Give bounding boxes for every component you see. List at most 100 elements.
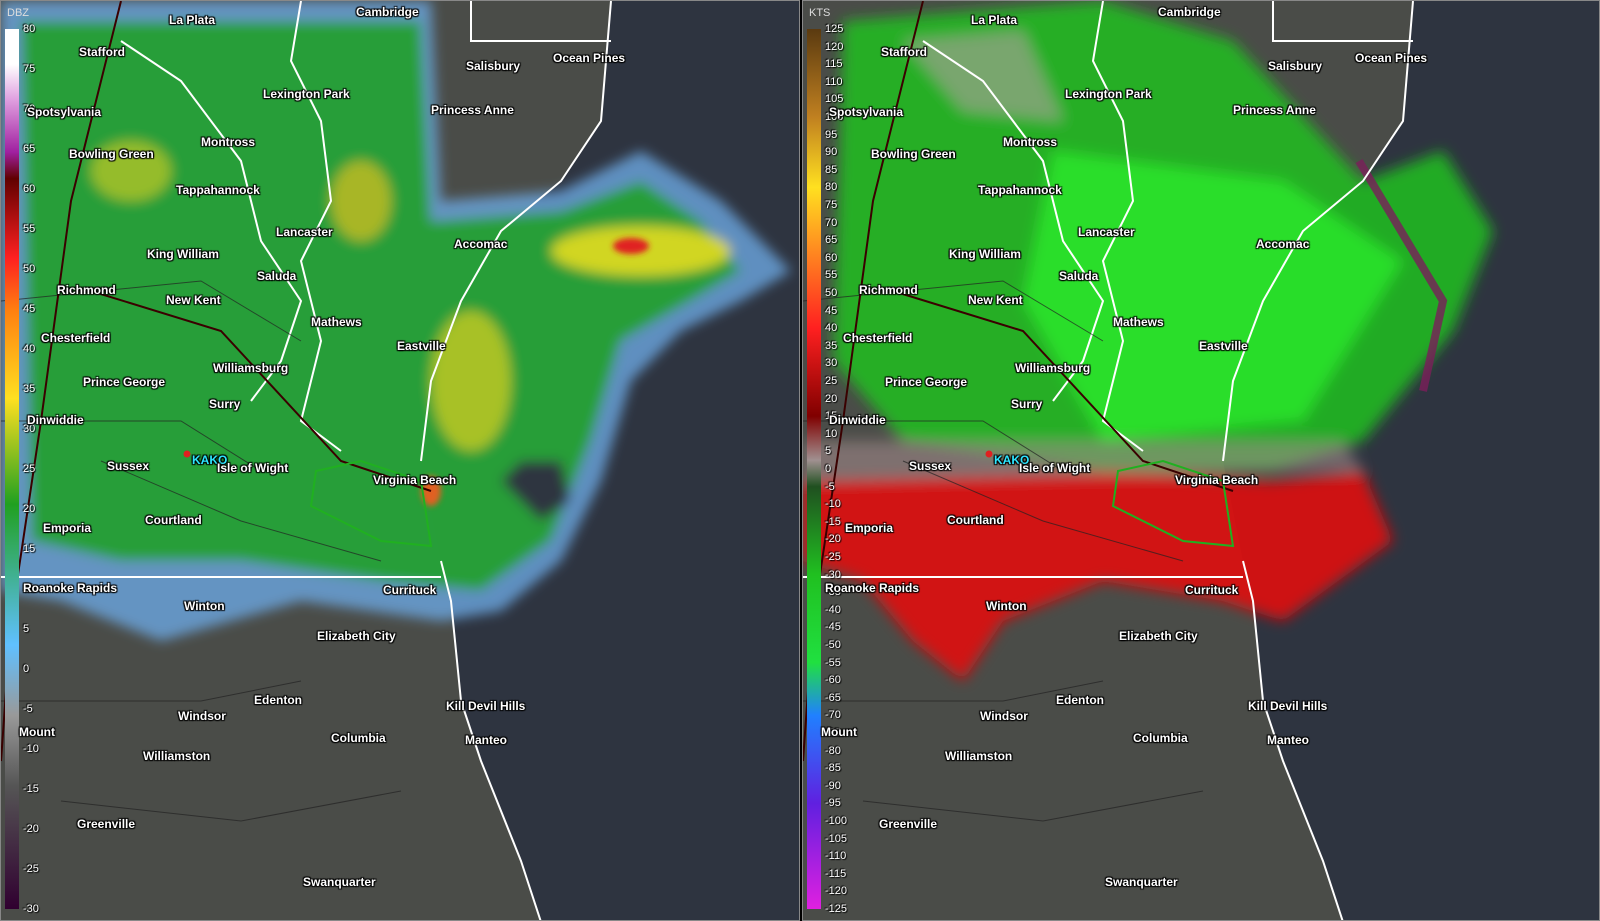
city-label: Tappahannock: [978, 183, 1062, 197]
city-label: Elizabeth City: [317, 629, 396, 643]
scale-tick-label: 10: [825, 427, 838, 440]
city-label: Elizabeth City: [1119, 629, 1198, 643]
city-label: Swanquarter: [1105, 875, 1178, 889]
city-label: King William: [147, 247, 219, 261]
city-label: Columbia: [331, 731, 386, 745]
scale-tick-label: -105: [825, 832, 848, 845]
scale-tick-label: -35: [825, 586, 841, 599]
city-label: Mount: [19, 725, 55, 739]
scale-tick-label: -115: [825, 867, 847, 880]
scale-tick-label: -15: [23, 783, 39, 795]
scale-tick-label: 5: [825, 445, 832, 458]
scale-tick-label: -85: [825, 762, 841, 775]
city-label: Greenville: [77, 817, 136, 831]
city-label: Virginia Beach: [1175, 473, 1259, 487]
city-label: Prince George: [885, 375, 968, 389]
city-label: Accomac: [454, 237, 508, 251]
scale-tick-label: -120: [825, 885, 848, 898]
radar-site-marker: [985, 450, 993, 458]
scale-tick-label: -25: [23, 863, 39, 875]
city-label: Ocean Pines: [1355, 51, 1428, 65]
city-label: Salisbury: [1268, 59, 1323, 73]
city-label: Bowling Green: [871, 147, 956, 161]
scale-tick-label: -20: [825, 533, 841, 546]
scale-tick-label: -80: [825, 744, 841, 757]
scale-tick-label: 60: [825, 251, 838, 264]
scale-tick-label: 90: [825, 146, 838, 159]
city-label: Roanoke Rapids: [825, 581, 920, 595]
city-label: Chesterfield: [41, 331, 111, 345]
city-label: Bowling Green: [69, 147, 154, 161]
scale-tick-label: 45: [825, 304, 838, 317]
city-label: Swanquarter: [303, 875, 376, 889]
city-label: Manteo: [1267, 733, 1309, 747]
reflectivity-panel[interactable]: DBZ 80 75 70 65 60 55 50 45 40 35 30 25 20 15 10 5 0 -5 -1…: [0, 0, 800, 921]
city-label: New Kent: [968, 293, 1023, 307]
scale-tick-label: 95: [825, 128, 838, 141]
scale-tick-label: 85: [825, 163, 838, 176]
scale-tick-label: 75: [23, 63, 36, 75]
scale-tick-label: 75: [825, 199, 838, 211]
scale-tick-label: 55: [23, 223, 36, 235]
city-label: Saluda: [257, 269, 297, 283]
city-label: Stafford: [881, 45, 927, 59]
scale-tick-label: -65: [825, 691, 841, 704]
scale-tick-label: -95: [825, 797, 841, 810]
reflectivity-scale: [5, 29, 19, 909]
inbound-strong: [1023, 151, 1403, 441]
city-label: Montross: [201, 135, 255, 149]
city-label: Mathews: [1113, 315, 1164, 329]
scale-tick-label: -110: [825, 850, 847, 863]
city-label: Spotsylvania: [829, 105, 904, 119]
county-lines: [803, 280, 1204, 822]
scale-tick-label: -60: [825, 674, 841, 687]
scale-tick-label: 20: [825, 392, 838, 405]
city-label: Eastville: [1199, 339, 1248, 353]
velocity-panel[interactable]: KTS 125 120 115 110 105 100 95 90 85 80 75 70 65 60 55…: [802, 0, 1600, 921]
scale-tick-label: 80: [23, 23, 36, 35]
scale-tick-label: -70: [825, 709, 841, 722]
state-boundaries: [803, 1, 1414, 920]
echo-mid: [21, 21, 741, 591]
city-label: Isle of Wight: [217, 461, 289, 475]
city-label: Surry: [1011, 397, 1043, 411]
city-label: Isle of Wight: [1019, 461, 1091, 475]
scale-tick-label: 25: [23, 463, 36, 475]
city-label: Kill Devil Hills: [1248, 699, 1328, 713]
scale-tick-label: 20: [23, 503, 36, 515]
city-label: Dinwiddie: [829, 413, 886, 427]
city-label: King William: [949, 247, 1021, 261]
velocity-units: KTS: [809, 7, 831, 19]
city-label: Eastville: [397, 339, 446, 353]
warning-polygon: [309, 459, 433, 548]
scale-tick-label: 120: [825, 40, 844, 53]
scale-tick-label: -10: [23, 743, 39, 755]
city-label: Cambridge: [1158, 5, 1221, 19]
scale-tick-label: 15: [23, 543, 36, 555]
scale-tick-label: -30: [23, 903, 39, 915]
scale-tick-label: 40: [23, 343, 36, 355]
city-label: Lexington Park: [263, 87, 350, 101]
city-label: Williamston: [945, 749, 1013, 763]
city-label: Windsor: [178, 709, 226, 723]
scale-tick-label: -55: [825, 656, 841, 669]
scale-tick-label: -40: [825, 603, 841, 616]
scale-tick-label: -50: [825, 639, 841, 651]
scale-tick-label: 125: [825, 23, 844, 35]
city-label: Richmond: [859, 283, 918, 297]
scale-tick-label: -5: [825, 480, 835, 493]
city-label: Stafford: [79, 45, 125, 59]
radar-site-marker: [183, 450, 191, 458]
scale-tick-label: 5: [23, 623, 30, 635]
city-label: Ocean Pines: [553, 51, 626, 65]
echo-high-2: [431, 311, 511, 451]
reflectivity-cores: [421, 238, 649, 506]
scale-tick-label: 65: [825, 234, 838, 247]
city-label: Sussex: [909, 459, 952, 473]
city-label: Roanoke Rapids: [23, 581, 118, 595]
city-label: Montross: [1003, 135, 1057, 149]
scale-tick-label: -90: [825, 779, 841, 792]
city-label: Williamston: [143, 749, 211, 763]
scale-tick-label: 50: [825, 287, 838, 299]
range-fold-arc: [1355, 158, 1448, 392]
